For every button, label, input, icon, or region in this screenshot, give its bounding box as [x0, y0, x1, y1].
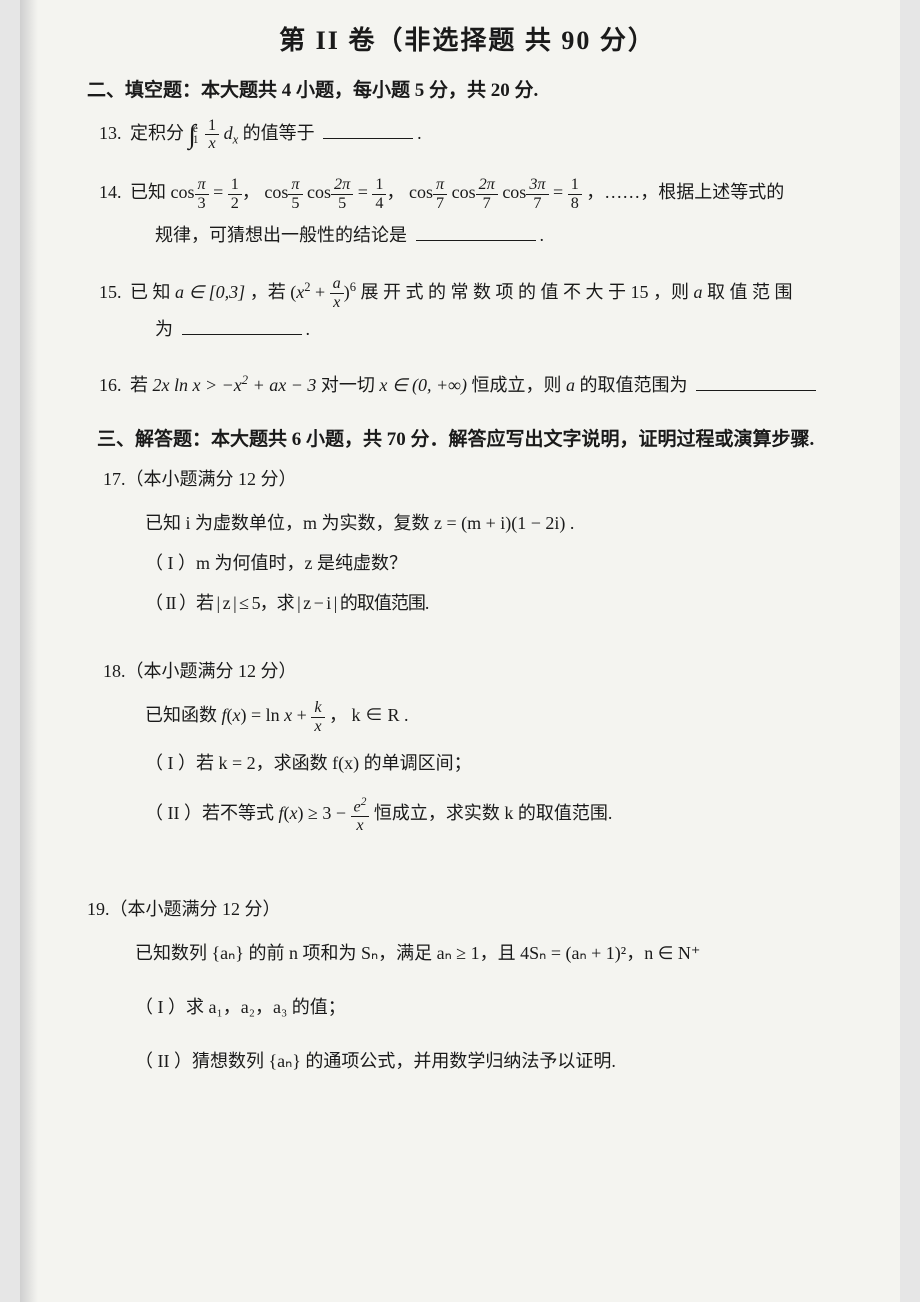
p18-func: f(x) = ln x + kx — [222, 705, 325, 725]
problem-14-text-c: 规律，可猜想出一般性的结论是 — [155, 225, 407, 245]
problem-16-text-d: 的取值范围为 — [580, 375, 688, 395]
section-2-header: 二、填空题：本大题共 4 小题，每小题 5 分，共 20 分. — [87, 75, 860, 102]
problem-18-stem: 已知函数 f(x) = ln x + kx ， k ∈ R . — [145, 697, 830, 735]
problem-14: 14. 已知 cosπ3 = 12， cosπ5 cos2π5 = 14， co… — [75, 175, 860, 252]
problem-18-part-2: （ II ）若不等式 f(x) ≥ 3 − e2x 恒成立，求实数 k 的取值范… — [145, 795, 830, 834]
problem-15-text-e: 为 — [155, 319, 178, 339]
problem-17: 17.（本小题满分 12 分） 已知 i 为虚数单位，m 为实数，复数 z = … — [75, 465, 860, 621]
problem-17-part-2: （ II ）若 | z | ≤ 5，求 | z − i | 的取值范围. — [145, 585, 830, 621]
problem-13-text-b: 的值等于 — [243, 123, 315, 143]
problem-19-header: 19.（本小题满分 12 分） — [87, 895, 860, 921]
problem-17-part-1: （ I ）m 为何值时，z 是纯虚数？ — [145, 545, 830, 581]
problem-17-stem: 已知 i 为虚数单位，m 为实数，复数 z = (m + i)(1 − 2i) … — [145, 505, 830, 541]
problem-13-text-a: 定积分 — [130, 123, 189, 143]
problem-13-label: 13. — [99, 123, 126, 143]
cos-eqs: cosπ3 = 12， cosπ5 cos2π5 = 14， cosπ7 cos… — [171, 182, 587, 202]
problem-16: 16. 若 2x ln x > −x2 + ax − 3 对一切 x ∈ (0,… — [75, 368, 860, 402]
problem-18-part-1: （ I ）若 k = 2，求函数 f(x) 的单调区间； — [145, 745, 830, 781]
problem-14-text-a: 已知 — [130, 182, 171, 202]
problem-16-label: 16. — [99, 375, 126, 395]
blank-16 — [696, 373, 816, 391]
dom-16: x ∈ (0, +∞) — [379, 375, 467, 395]
ineq-16: 2x ln x > −x2 + ax − 3 — [153, 375, 317, 395]
problem-19-part-2: （ II ）猜想数列 {aₙ} 的通项公式，并用数学归纳法予以证明. — [135, 1043, 830, 1079]
problem-14-label: 14. — [99, 182, 126, 202]
problem-16-text-a: 若 — [130, 375, 153, 395]
p18-stem-b: ， k ∈ R . — [329, 705, 409, 725]
page-title: 第 II 卷（非选择题 共 90 分） — [75, 20, 860, 57]
problem-13: 13. 定积分 ∫e1 1x dx 的值等于 . — [75, 116, 860, 153]
p18-stem-a: 已知函数 — [145, 705, 222, 725]
problem-17-header: 17.（本小题满分 12 分） — [103, 465, 860, 491]
p18-II-b: 恒成立，求实数 k 的取值范围. — [374, 803, 613, 823]
problem-15: 15. 已 知 a ∈ [0,3] ，若 (x2 + ax)6 展 开 式 的 … — [75, 275, 860, 346]
a-domain: a ∈ [0,3] — [175, 282, 245, 302]
problem-18: 18.（本小题满分 12 分） 已知函数 f(x) = ln x + kx ， … — [75, 657, 860, 835]
problem-14-text-b: ，……，根据上述等式的 — [586, 182, 784, 202]
blank-15 — [182, 317, 302, 335]
problem-15-label: 15. — [99, 282, 126, 302]
problem-18-header: 18.（本小题满分 12 分） — [103, 657, 860, 683]
p18-II-a: （ II ）若不等式 — [145, 803, 279, 823]
problem-15-text-c: 展 开 式 的 常 数 项 的 值 不 大 于 15 ，则 — [361, 282, 694, 302]
problem-15-text-b: ，若 — [250, 282, 291, 302]
blank-13 — [323, 121, 413, 139]
problem-19: 19.（本小题满分 12 分） 已知数列 {aₙ} 的前 n 项和为 Sₙ，满足… — [75, 895, 860, 1079]
exam-page: 第 II 卷（非选择题 共 90 分） 二、填空题：本大题共 4 小题，每小题 … — [20, 0, 900, 1302]
problem-19-part-1: （ I ）求 a₁，a₂，a₃ 的值； — [135, 989, 830, 1025]
problem-15-text-d: 取 值 范 围 — [707, 282, 793, 302]
p18-ineq: f(x) ≥ 3 − e2x — [279, 803, 370, 823]
problem-19-stem: 已知数列 {aₙ} 的前 n 项和为 Sₙ，满足 aₙ ≥ 1，且 4Sₙ = … — [135, 935, 830, 971]
problem-15-text-a: 已 知 — [130, 282, 175, 302]
integral-expr: ∫e1 1x dx — [189, 123, 243, 143]
section-3-header: 三、解答题：本大题共 6 小题，共 70 分．解答应写出文字说明，证明过程或演算… — [97, 424, 860, 451]
blank-14 — [416, 223, 536, 241]
problem-16-text-b: 对一切 — [321, 375, 380, 395]
binexp: (x2 + ax)6 — [290, 282, 356, 302]
problem-16-text-c: 恒成立，则 — [472, 375, 567, 395]
